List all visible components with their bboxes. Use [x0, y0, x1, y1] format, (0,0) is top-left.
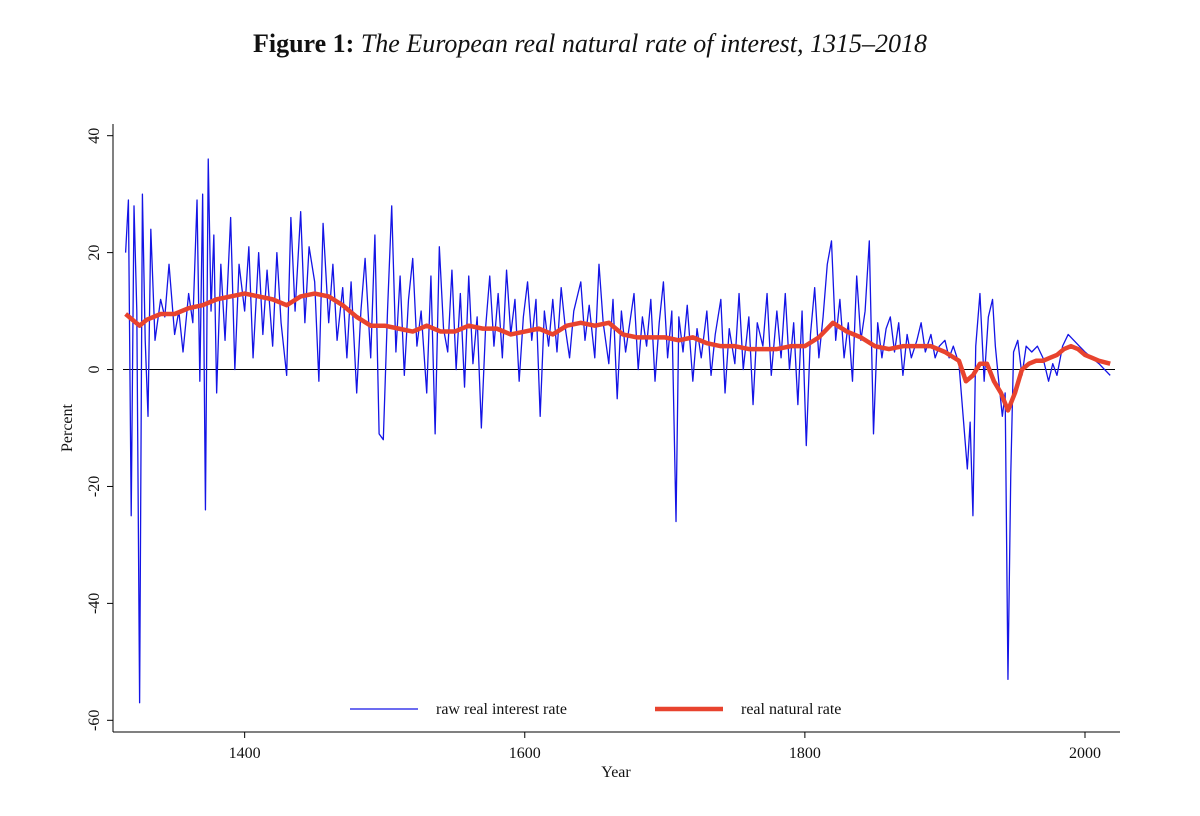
data-line: [124, 158, 1111, 704]
y-tick-label: -40: [86, 593, 103, 614]
y-tick-label: -20: [86, 476, 103, 497]
chart-title: The European real natural rate of intere…: [361, 29, 927, 58]
y-tick-label: 40: [86, 128, 103, 144]
data-line: [124, 291, 1111, 413]
y-tick-label: -60: [86, 710, 103, 731]
legend-label: real natural rate: [741, 701, 841, 718]
x-tick-label: 1600: [509, 745, 541, 762]
chart-title-group: Figure 1: The European real natural rate…: [253, 29, 927, 58]
x-tick-label: 2000: [1069, 745, 1101, 762]
x-axis-label: Year: [601, 764, 631, 781]
y-tick-label: 20: [86, 245, 103, 261]
y-tick-label: 0: [86, 366, 103, 374]
figure-label: Figure 1:: [253, 29, 354, 58]
x-tick-label: 1400: [229, 745, 261, 762]
y-axis-label: Percent: [59, 403, 76, 452]
x-tick-label: 1800: [789, 745, 821, 762]
legend-label: raw real interest rate: [436, 701, 567, 718]
